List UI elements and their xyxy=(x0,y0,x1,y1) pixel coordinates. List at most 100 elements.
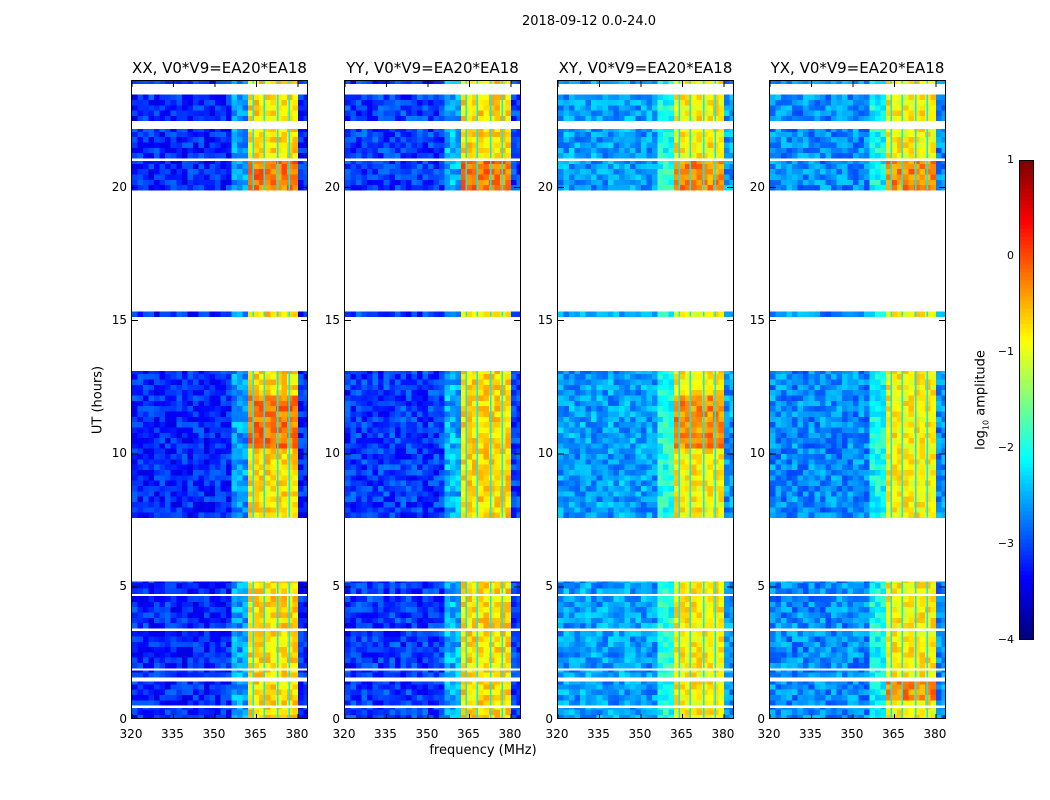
heatmap-cell xyxy=(345,373,352,380)
heatmap-cell xyxy=(286,448,293,455)
heatmap-cell xyxy=(286,596,293,602)
heatmap-cell xyxy=(281,641,288,648)
heatmap-cell xyxy=(427,652,434,658)
heatmap-cell xyxy=(466,582,473,589)
heatmap-cell xyxy=(405,421,412,428)
heatmap-cell xyxy=(148,646,155,653)
heatmap-cell xyxy=(405,507,412,513)
heatmap-cell xyxy=(433,689,440,696)
heatmap-cell xyxy=(275,646,282,653)
heatmap-cell xyxy=(483,395,490,401)
heatmap-cell xyxy=(383,179,390,186)
heatmap-cell xyxy=(422,612,429,618)
heatmap-cell xyxy=(350,469,357,476)
heatmap-cell xyxy=(286,617,293,624)
heatmap-cell xyxy=(455,184,462,191)
heatmap-cell xyxy=(510,588,517,594)
heatmap-cell xyxy=(416,582,423,589)
heatmap-cell xyxy=(488,646,495,653)
heatmap-cell xyxy=(422,480,429,486)
heatmap-cell xyxy=(209,588,216,594)
heatmap-cell xyxy=(372,708,379,710)
heatmap-cell xyxy=(494,110,501,116)
heatmap-cell xyxy=(198,459,205,465)
heatmap-cell xyxy=(505,110,512,116)
heatmap-cell xyxy=(231,485,238,492)
heatmap-cell xyxy=(439,714,446,718)
heatmap-cell xyxy=(516,582,520,589)
heatmap-cell xyxy=(455,700,462,706)
heatmap-cell xyxy=(405,115,412,122)
heatmap-cell xyxy=(383,115,390,122)
heatmap-cell xyxy=(132,94,139,100)
heatmap-cell xyxy=(148,601,155,608)
heatmap-cell xyxy=(607,700,614,706)
heatmap-cell xyxy=(466,622,473,629)
channel-edge-mark xyxy=(501,371,503,518)
heatmap-cell xyxy=(685,708,692,710)
heatmap-cell xyxy=(461,411,468,417)
heatmap-cell xyxy=(367,81,374,84)
heatmap-cell xyxy=(433,416,440,423)
heatmap-cell xyxy=(242,459,249,465)
heatmap-cell xyxy=(378,163,385,170)
heatmap-cell xyxy=(165,160,172,164)
heatmap-cell xyxy=(137,708,144,710)
heatmap-cell xyxy=(297,400,304,407)
heatmap-cell xyxy=(433,459,440,465)
heatmap-cell xyxy=(483,459,490,465)
heatmap-cell xyxy=(148,507,155,513)
heatmap-cell xyxy=(450,662,457,669)
heatmap-cell xyxy=(444,652,451,658)
heatmap-cell xyxy=(176,131,183,138)
heatmap-cell xyxy=(253,709,260,715)
heatmap-cell xyxy=(187,94,194,100)
heatmap-cell xyxy=(143,110,150,116)
heatmap-cell xyxy=(198,588,205,594)
heatmap-cell xyxy=(461,373,468,380)
heatmap-cell xyxy=(214,405,221,412)
heatmap-cell xyxy=(165,152,172,159)
heatmap-cell xyxy=(494,405,501,412)
heatmap-cell xyxy=(297,163,304,170)
channel-edge-mark xyxy=(476,670,478,678)
heatmap-cell xyxy=(674,709,681,715)
heatmap-cell xyxy=(148,709,155,715)
heatmap-cell xyxy=(499,160,506,164)
heatmap-cell xyxy=(450,160,457,164)
heatmap-cell xyxy=(275,384,282,391)
heatmap-cell xyxy=(248,311,255,317)
heatmap-cell xyxy=(170,432,177,439)
channel-edge-mark xyxy=(252,681,254,706)
heatmap-cell xyxy=(411,421,418,428)
heatmap-cell xyxy=(477,371,484,375)
heatmap-cell xyxy=(159,443,166,449)
heatmap-cell xyxy=(148,142,155,148)
heatmap-cell xyxy=(450,641,457,648)
heatmap-cell xyxy=(461,491,468,497)
heatmap-cell xyxy=(516,128,520,132)
heatmap-cell xyxy=(214,168,221,175)
heatmap-cell xyxy=(488,160,495,164)
heatmap-cell xyxy=(472,448,479,455)
heatmap-cell xyxy=(378,128,385,132)
heatmap-cell xyxy=(505,371,512,375)
heatmap-cell xyxy=(472,646,479,653)
heatmap-cell xyxy=(242,395,249,401)
heatmap-cell xyxy=(187,641,194,648)
heatmap-cell xyxy=(510,448,517,455)
heatmap-cell xyxy=(367,448,374,455)
heatmap-cell xyxy=(237,480,244,486)
heatmap-cell xyxy=(488,395,495,401)
heatmap-cell xyxy=(181,400,188,407)
heatmap-cell xyxy=(411,99,418,106)
heatmap-cell xyxy=(361,475,368,481)
heatmap-cell xyxy=(270,443,277,449)
heatmap-cell xyxy=(192,448,199,455)
heatmap-cell xyxy=(345,617,352,624)
heatmap-cell xyxy=(483,646,490,653)
heatmap-cell xyxy=(378,147,385,154)
heatmap-cell xyxy=(226,94,233,100)
heatmap-cell xyxy=(477,681,484,685)
heatmap-cell xyxy=(494,311,501,317)
